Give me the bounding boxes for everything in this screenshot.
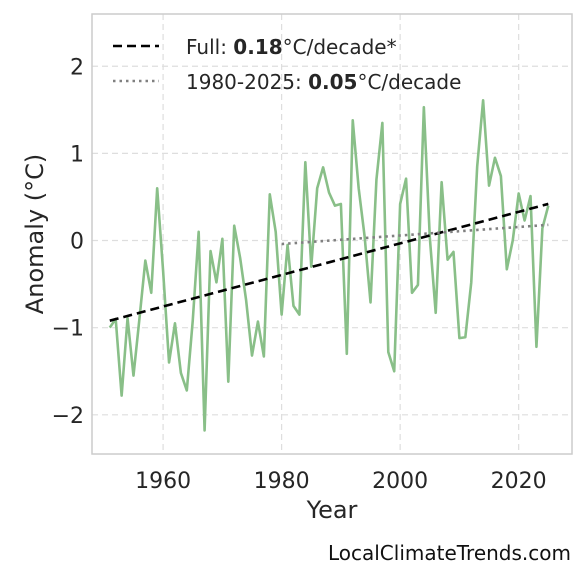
anomaly-line: [108, 98, 550, 432]
x-tick-label: 1960: [135, 469, 191, 494]
y-tick-label: 0: [70, 230, 84, 255]
x-axis-title: Year: [306, 496, 358, 524]
trend-line-full: [109, 202, 549, 322]
series-layer: [108, 98, 550, 432]
y-tick-label: 1: [70, 142, 84, 167]
y-tick-label: 2: [70, 55, 84, 80]
grid-lines: [92, 14, 572, 454]
legend-value-1980-2025: 0.05: [308, 70, 357, 94]
x-tick-label: 1980: [254, 469, 310, 494]
x-tick-labels: 1960 1980 2000 2020: [135, 469, 547, 494]
legend: Full: 0.18°C/decade* 1980-2025: 0.05°C/d…: [113, 35, 461, 94]
legend-value-full: 0.18: [233, 35, 282, 59]
y-tick-label: −2: [52, 404, 84, 429]
y-tick-label: −1: [52, 317, 84, 342]
x-tick-label: 2020: [491, 469, 547, 494]
legend-label-1980-2025: 1980-2025: 0.05°C/decade: [186, 70, 461, 94]
plot-frame: [91, 13, 573, 455]
y-tick-labels: −2 −1 0 1 2: [52, 55, 84, 429]
legend-label-full: Full: 0.18°C/decade*: [186, 35, 397, 59]
trend-line-1980-2025: [281, 223, 549, 246]
y-axis-title: Anomaly (°C): [21, 154, 49, 314]
x-tick-label: 2000: [372, 469, 428, 494]
credit-text: LocalClimateTrends.com: [328, 541, 571, 565]
